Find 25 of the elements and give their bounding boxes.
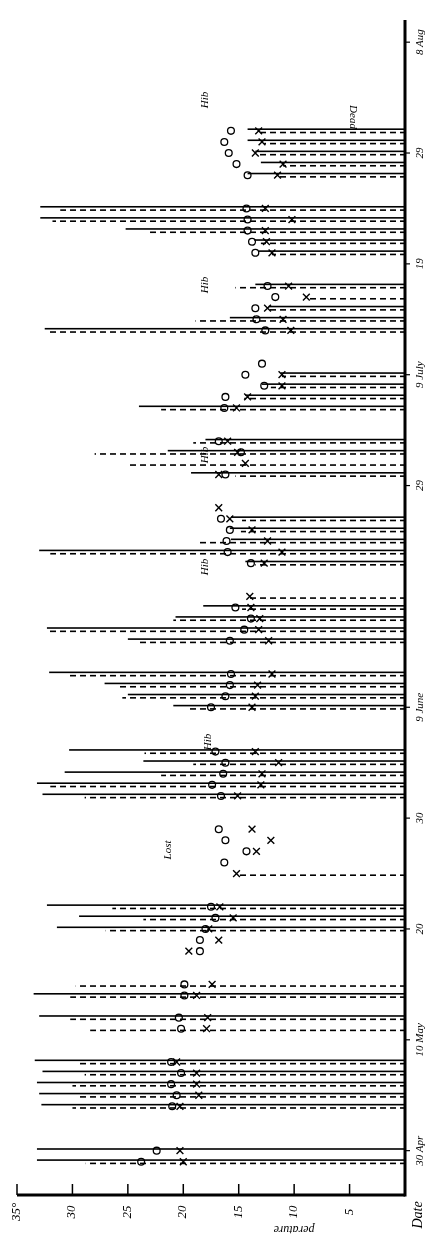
y-tick-label: 30 Apr — [412, 1134, 425, 1167]
y-tick-label: 29 — [412, 479, 425, 492]
x-tick-label: 30 — [63, 1205, 79, 1220]
y-tick-label: 30 — [412, 812, 425, 825]
x-tick-label: 25 — [118, 1205, 134, 1219]
y-tick-label: 8 Aug — [412, 28, 425, 56]
annotation: Hib — [200, 733, 213, 752]
x-tick-label: 15 — [229, 1205, 245, 1219]
x-axis-title: perature — [273, 1223, 316, 1237]
annotation: Hib — [197, 558, 210, 577]
annotation: Hib — [197, 276, 210, 295]
x-tick-label: 35° — [7, 1202, 23, 1223]
y-tick-label: 9 June — [412, 692, 425, 722]
x-tick-label: 20 — [174, 1205, 190, 1219]
annotation: Dead — [348, 104, 361, 130]
y-tick-label: 19 — [412, 257, 425, 270]
y-tick-label: 10 May — [412, 1023, 425, 1057]
y-axis-title: Date — [410, 1201, 426, 1230]
y-tick-label: 20 — [412, 922, 425, 935]
x-tick-label: 5 — [340, 1208, 356, 1216]
annotation: Hib — [197, 91, 210, 110]
x-tick-label: 10 — [285, 1205, 301, 1219]
y-tick-label: 9 July — [412, 361, 425, 389]
y-tick-label: 29 — [412, 147, 425, 159]
annotation: Lost — [160, 839, 173, 861]
